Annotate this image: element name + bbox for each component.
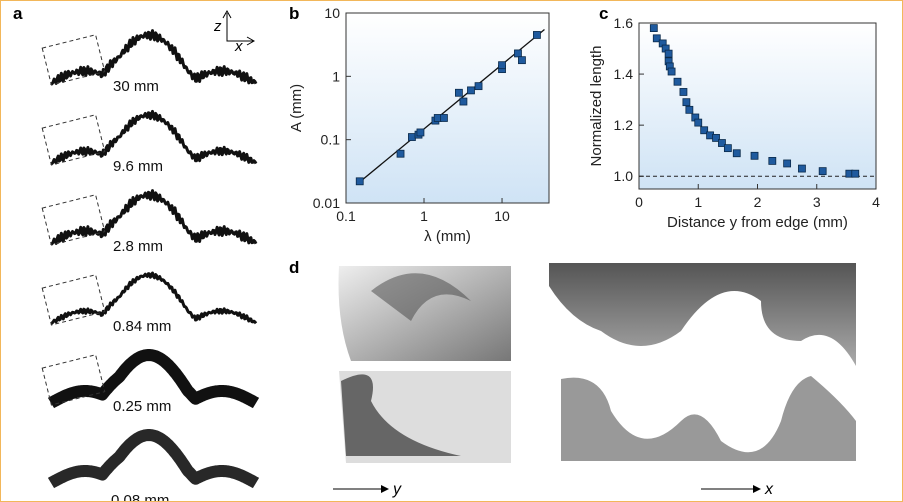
contour <box>50 109 258 165</box>
data-point <box>723 144 732 153</box>
fit-line <box>356 28 545 185</box>
scale-label: 30 mm <box>113 78 159 95</box>
plot-area <box>638 22 877 190</box>
x-tick-label: 1 <box>694 194 702 210</box>
scale-label: 2.8 mm <box>113 238 163 255</box>
zoom-box <box>41 194 106 246</box>
data-point <box>732 149 741 158</box>
panel-label: c <box>599 4 608 23</box>
x-axis-label: Distance y from edge (mm) <box>667 214 848 231</box>
contour <box>50 29 258 86</box>
data-point <box>514 49 522 58</box>
scale-label: 9.6 mm <box>113 158 163 175</box>
photo-detail <box>371 273 471 321</box>
x-tick-label: 0 <box>635 194 643 210</box>
y-tick-label: 0.01 <box>313 195 340 211</box>
data-point <box>685 105 694 114</box>
data-point <box>459 97 468 106</box>
data-point <box>783 159 792 168</box>
y-axis-label: Normalized length <box>588 46 605 167</box>
zoom-box <box>41 354 106 406</box>
x-tick-label: 3 <box>813 194 821 210</box>
data-point <box>798 164 806 173</box>
data-point <box>652 34 661 43</box>
contour <box>50 271 258 325</box>
x-tick-label: 1 <box>420 208 428 224</box>
data-point <box>533 31 541 39</box>
data-point <box>408 133 416 141</box>
plot-area <box>345 12 550 204</box>
data-point <box>455 88 463 97</box>
arrow-head <box>381 485 389 493</box>
x-axis-label: λ (mm) <box>424 228 471 245</box>
data-point <box>768 157 777 165</box>
data-point <box>355 177 364 186</box>
axis-letter: y <box>392 481 402 498</box>
data-point <box>718 139 726 147</box>
data-point <box>474 82 483 91</box>
contour <box>50 189 258 246</box>
axis-letter: x <box>764 481 774 498</box>
x-tick-label: 4 <box>872 194 880 210</box>
panel-label: b <box>289 4 299 23</box>
y-tick-label: 10 <box>324 5 340 21</box>
data-point <box>694 118 703 127</box>
zoom-box <box>41 274 106 326</box>
y-tick-label: 1.4 <box>614 66 634 82</box>
data-point <box>649 24 658 33</box>
arrow-head <box>753 485 761 493</box>
zoom-box <box>41 34 106 86</box>
data-point <box>818 167 827 176</box>
y-tick-label: 1.0 <box>614 168 634 184</box>
photo-detail <box>341 374 461 456</box>
axes-icon <box>222 9 256 46</box>
photo <box>561 376 856 461</box>
panel-label: d <box>289 258 299 277</box>
x-tick-label: 2 <box>754 194 762 210</box>
data-point <box>498 61 506 70</box>
data-point <box>712 134 720 142</box>
panel-d: y x <box>333 263 856 498</box>
y-tick-label: 1 <box>332 68 340 84</box>
data-point <box>667 67 676 76</box>
scale-label: 0.25 mm <box>113 398 171 415</box>
data-point <box>664 49 673 58</box>
contour <box>46 349 261 409</box>
y-tick-label: 1.6 <box>614 15 634 31</box>
scale-label: 0.84 mm <box>113 318 171 335</box>
data-point <box>518 56 526 65</box>
data-point <box>440 114 448 122</box>
data-point <box>851 169 860 178</box>
photo <box>549 263 856 366</box>
y-axis-label: A (mm) <box>288 84 305 132</box>
data-point <box>679 88 688 96</box>
data-point <box>700 126 709 135</box>
data-point <box>467 86 475 95</box>
y-tick-label: 1.2 <box>614 117 634 133</box>
data-point <box>416 128 425 137</box>
data-point <box>396 149 405 158</box>
x-tick-label: 0.1 <box>336 208 356 224</box>
y-tick-label: 0.1 <box>321 132 341 148</box>
panel-a: 30 mm 9.6 mm 2.8 mm 0.84 mm 0.25 mm 0.08 mm <box>41 29 261 501</box>
data-point <box>682 98 691 107</box>
scale-label: 0.08 mm <box>111 492 169 501</box>
axis-letter: x <box>234 38 243 55</box>
data-point <box>750 151 759 160</box>
x-tick-label: 10 <box>494 208 510 224</box>
panel-label: a <box>13 4 23 23</box>
contour <box>46 429 261 489</box>
axis-letter: z <box>213 18 222 35</box>
data-point <box>673 77 682 86</box>
zoom-box <box>41 114 106 166</box>
